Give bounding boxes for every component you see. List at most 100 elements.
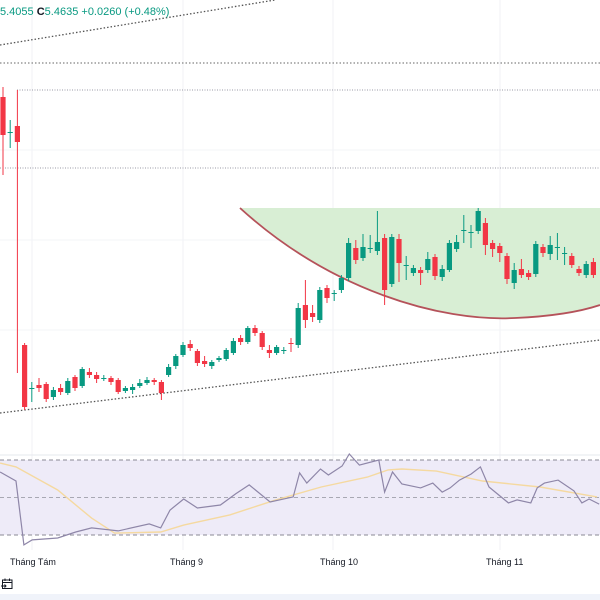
candle-body bbox=[533, 244, 539, 274]
candle bbox=[432, 254, 438, 280]
candle-body bbox=[511, 270, 517, 283]
candle-body bbox=[331, 293, 337, 294]
candle bbox=[0, 87, 6, 175]
upper-trendline[interactable] bbox=[0, 0, 276, 46]
candle bbox=[374, 211, 380, 255]
candle bbox=[94, 372, 100, 383]
candle-body bbox=[360, 247, 366, 258]
candle bbox=[266, 345, 272, 358]
candle-body bbox=[122, 388, 128, 391]
go-to-date-calendar-icon[interactable] bbox=[1, 578, 13, 589]
close-label: C bbox=[36, 6, 45, 18]
candle bbox=[576, 266, 582, 276]
candle-body bbox=[317, 290, 323, 320]
candle-body bbox=[238, 338, 244, 342]
candle bbox=[389, 234, 395, 287]
candle bbox=[403, 256, 409, 280]
candle-body bbox=[72, 377, 78, 388]
x-tick-label: Tháng 10 bbox=[320, 557, 359, 567]
candle-body bbox=[230, 341, 236, 353]
candle-body bbox=[396, 239, 402, 263]
candle-body bbox=[94, 375, 100, 379]
candle-body bbox=[86, 372, 92, 375]
candle bbox=[454, 235, 460, 252]
candle bbox=[230, 338, 236, 355]
candle bbox=[497, 243, 503, 262]
candle bbox=[418, 267, 424, 285]
candle-body bbox=[425, 259, 431, 270]
candle bbox=[518, 259, 524, 278]
candle-body bbox=[259, 333, 265, 347]
candle bbox=[533, 241, 539, 277]
candle bbox=[29, 382, 35, 402]
candle bbox=[274, 345, 280, 355]
candle-body bbox=[266, 350, 272, 353]
candle-body bbox=[526, 273, 532, 277]
candle bbox=[79, 367, 85, 388]
candle bbox=[180, 342, 186, 357]
candle-body bbox=[403, 265, 409, 266]
candle bbox=[130, 384, 136, 394]
candle-body bbox=[439, 269, 445, 277]
candle bbox=[302, 280, 308, 328]
drawings[interactable] bbox=[0, 0, 600, 414]
candle bbox=[461, 215, 467, 243]
candle-body bbox=[295, 308, 301, 345]
candle-body bbox=[0, 97, 6, 135]
candle bbox=[281, 347, 287, 354]
candle bbox=[58, 384, 64, 395]
candle bbox=[396, 234, 402, 282]
candle-body bbox=[187, 344, 193, 348]
candle bbox=[86, 368, 92, 378]
candle-body bbox=[418, 270, 424, 273]
candle-body bbox=[151, 380, 157, 382]
candle-body bbox=[288, 343, 294, 344]
candle-body bbox=[583, 264, 589, 275]
candle bbox=[590, 258, 596, 278]
candle bbox=[245, 326, 251, 344]
candle bbox=[569, 253, 575, 268]
candle-body bbox=[475, 211, 481, 231]
candle bbox=[310, 305, 316, 322]
x-tick-label: Tháng Tám bbox=[10, 557, 56, 567]
candle-body bbox=[389, 237, 395, 284]
candle bbox=[173, 354, 179, 369]
candle bbox=[101, 375, 107, 381]
candle bbox=[72, 375, 78, 391]
candle-body bbox=[562, 253, 568, 254]
cup-pattern-curve[interactable] bbox=[239, 207, 600, 320]
candle bbox=[144, 377, 150, 385]
candle bbox=[360, 234, 366, 261]
candle-body bbox=[43, 384, 49, 399]
candle-body bbox=[101, 378, 107, 379]
cup-pattern-area[interactable] bbox=[240, 208, 600, 319]
candle bbox=[223, 348, 229, 361]
candles bbox=[0, 87, 596, 410]
candle-body bbox=[65, 381, 71, 393]
x-tick-label: Tháng 11 bbox=[486, 557, 524, 567]
candle-body bbox=[245, 328, 251, 342]
candle-body bbox=[497, 246, 503, 253]
candle bbox=[526, 270, 532, 280]
candle bbox=[295, 303, 301, 348]
candle-body bbox=[7, 132, 13, 133]
candle-body bbox=[58, 388, 64, 392]
rsi-band bbox=[0, 460, 600, 535]
candle bbox=[50, 387, 56, 400]
candle-body bbox=[202, 361, 208, 364]
candle-body bbox=[209, 362, 215, 366]
candle-body bbox=[79, 369, 85, 386]
candle-body bbox=[590, 262, 596, 275]
candle-body bbox=[410, 268, 416, 273]
candle bbox=[446, 240, 452, 272]
candle-body bbox=[22, 345, 28, 407]
candle bbox=[317, 287, 323, 323]
candle-body bbox=[274, 347, 280, 353]
candle-body bbox=[310, 313, 316, 317]
lower-trendline[interactable] bbox=[0, 339, 600, 414]
candle bbox=[490, 240, 496, 257]
candle-body bbox=[144, 380, 150, 383]
candle-body bbox=[36, 385, 42, 388]
candle bbox=[259, 331, 265, 350]
